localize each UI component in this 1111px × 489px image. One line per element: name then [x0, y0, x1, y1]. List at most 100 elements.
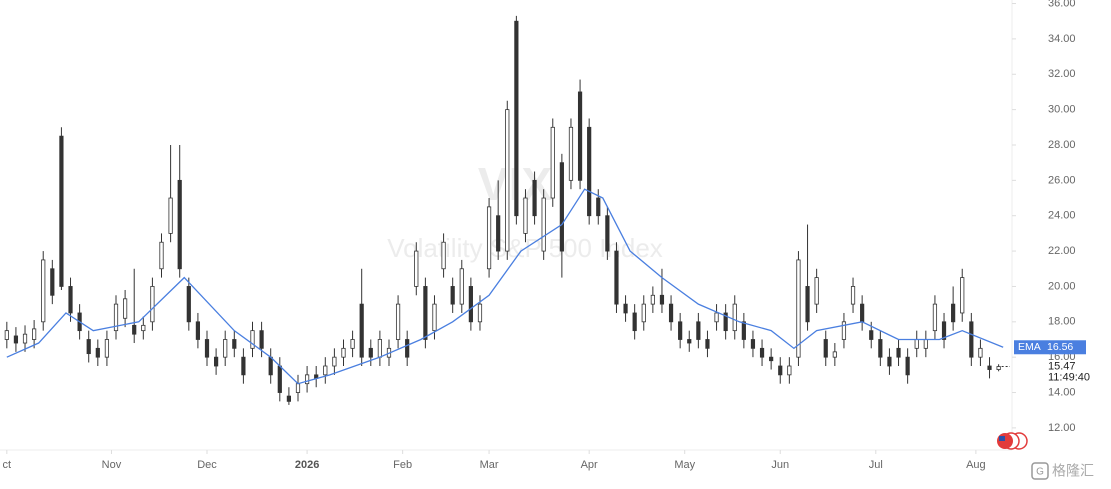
y-tick-label: 22.00: [1048, 245, 1076, 257]
candle-body: [159, 241, 164, 270]
candle-body: [359, 303, 364, 358]
candle-body: [887, 356, 892, 367]
candle-body: [678, 321, 683, 340]
candle-body: [441, 241, 446, 270]
candle-body: [696, 321, 701, 340]
x-tick-label: Jun: [771, 459, 789, 471]
candle-body: [123, 298, 128, 319]
x-tick-label: ct: [3, 459, 12, 471]
candle-body: [960, 277, 965, 314]
candle-body: [86, 339, 91, 355]
candle-body: [505, 109, 510, 252]
x-tick-label: Apr: [581, 459, 598, 471]
candle-body: [568, 126, 574, 181]
ema-line: [6, 188, 1004, 385]
candle-body: [204, 339, 210, 358]
x-tick-label: Aug: [966, 459, 986, 471]
candle-body: [914, 339, 919, 349]
candle-body: [332, 356, 337, 367]
ema-tag: [1014, 340, 1086, 355]
candle-body: [796, 259, 801, 358]
x-tick-label: Mar: [480, 459, 499, 471]
x-tick-label: Nov: [102, 459, 122, 471]
y-tick-label: 26.00: [1048, 174, 1076, 186]
candle-body: [22, 333, 28, 344]
candle-body: [523, 197, 528, 234]
candle-body: [450, 286, 455, 305]
candle-body: [778, 365, 783, 376]
candle-body: [286, 395, 291, 402]
x-tick-label: May: [674, 459, 695, 471]
candle-body: [996, 366, 1001, 370]
candle-body: [304, 374, 310, 385]
candle-body: [878, 339, 883, 358]
candle-body: [423, 286, 428, 340]
y-tick-label: 28.00: [1048, 139, 1076, 151]
y-tick-label: 34.00: [1048, 33, 1076, 45]
candle-body: [214, 356, 219, 367]
candle-body: [805, 286, 810, 323]
candle-body: [405, 339, 410, 358]
candle-body: [259, 330, 264, 349]
candle-body: [823, 339, 828, 358]
candle-body: [168, 197, 173, 234]
x-tick-label: Feb: [393, 459, 412, 471]
candle-body: [659, 294, 665, 305]
last-time: 11:49:40: [1048, 371, 1090, 383]
candle-body: [295, 383, 301, 393]
candle-body: [459, 268, 464, 305]
candle-body: [623, 303, 628, 314]
candle-body: [759, 347, 765, 358]
ema-tag-value: 16.56: [1047, 341, 1073, 353]
candle-body: [550, 126, 555, 199]
candle-body: [705, 339, 710, 349]
candle-body: [4, 330, 9, 340]
candle-body: [860, 303, 865, 323]
y-tick-label: 30.00: [1048, 104, 1076, 116]
y-tick-label: 32.00: [1048, 68, 1076, 80]
candle-body: [232, 339, 237, 349]
candle-body: [277, 365, 282, 393]
candle-body: [641, 303, 646, 323]
candle-body: [668, 303, 674, 323]
candle-body: [605, 215, 610, 252]
market-flag: [997, 432, 1028, 450]
candle-body: [714, 312, 719, 323]
ema-tag-name: EMA: [1018, 341, 1041, 353]
candle-body: [787, 365, 792, 376]
candle-body: [468, 286, 473, 323]
candle-body: [687, 339, 692, 344]
candle-body: [750, 339, 756, 349]
logo: G 格隆汇: [1031, 462, 1094, 480]
candle-body: [650, 294, 655, 305]
candle-body: [869, 330, 874, 340]
candle-body: [95, 347, 100, 358]
candle-body: [614, 250, 619, 305]
x-tick-label: 2026: [295, 459, 319, 471]
candle-body: [186, 286, 191, 323]
candle-body: [323, 365, 328, 376]
last-price-label: 15.47: [1048, 360, 1076, 372]
candle-body: [241, 356, 246, 376]
y-tick-label: 24.00: [1048, 210, 1076, 222]
candle-body: [68, 286, 73, 314]
candle-body: [814, 277, 819, 305]
candle-body: [769, 356, 774, 362]
svg-text:G: G: [1036, 467, 1044, 478]
candle-body: [850, 286, 856, 305]
candle-body: [587, 126, 592, 217]
candle-body: [596, 197, 601, 217]
candle-body: [932, 303, 938, 332]
candle-body: [941, 321, 947, 340]
candle-body: [486, 206, 492, 270]
candle-body: [377, 339, 382, 358]
candle-body: [496, 215, 501, 252]
candle-body: [541, 197, 546, 252]
candle-body: [987, 365, 992, 370]
candle-body: [532, 179, 537, 217]
candle-body: [350, 339, 355, 349]
candle-body: [723, 312, 728, 332]
candle-body: [132, 324, 137, 335]
y-tick-label: 36.00: [1048, 0, 1076, 9]
